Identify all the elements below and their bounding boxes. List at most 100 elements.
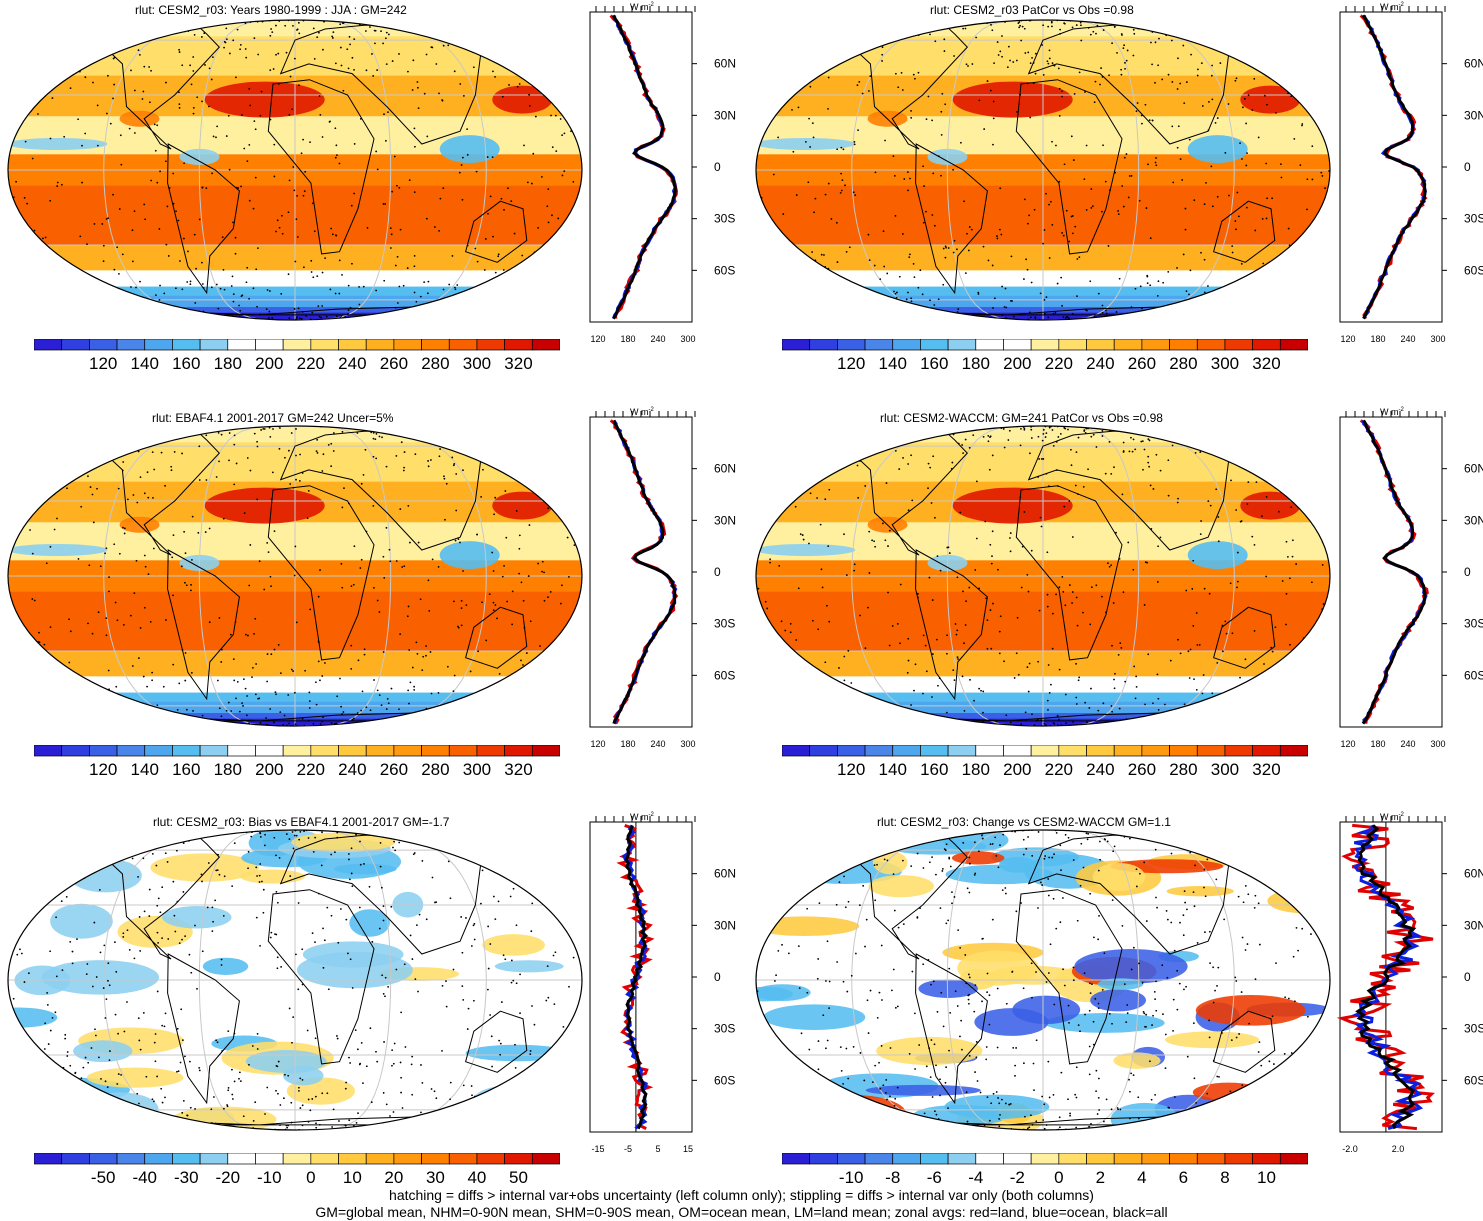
stipple-dot — [241, 702, 244, 705]
stipple-dot — [275, 24, 277, 27]
stipple-dot — [541, 1060, 544, 1063]
stipple-dot — [988, 468, 991, 471]
stipple-dot — [349, 43, 351, 46]
coastline — [915, 549, 988, 701]
stipple-dot — [1148, 465, 1151, 468]
stipple-dot — [194, 302, 197, 304]
stipple-dot — [105, 617, 108, 620]
stipple-dot — [1235, 1036, 1238, 1039]
stipple-dot — [170, 721, 173, 724]
stipple-dot — [543, 599, 546, 602]
stipple-dot — [945, 711, 948, 714]
stipple-dot — [99, 33, 102, 35]
stipple-dot — [291, 831, 294, 833]
stipple-dot — [195, 267, 197, 270]
stipple-dot — [1191, 588, 1194, 590]
panel-title-3: rlut: EBAF4.1 2001-2017 GM=242 Uncer=5% — [152, 411, 394, 425]
stipple-dot — [15, 180, 17, 183]
field-blob — [1012, 995, 1081, 1025]
colorbar-swatch — [1252, 1153, 1281, 1165]
stipple-dot — [198, 479, 201, 481]
colorbar-swatch — [1196, 745, 1226, 757]
stipple-dot — [907, 637, 910, 640]
stipple-dot — [1228, 446, 1231, 449]
colorbar-3 — [34, 745, 560, 757]
stipple-dot — [288, 722, 290, 725]
stipple-dot — [940, 174, 942, 177]
stipple-dot — [273, 836, 276, 839]
stipple-dot — [1216, 661, 1219, 664]
stipple-dot — [1271, 1015, 1274, 1018]
stipple-dot — [1214, 1113, 1217, 1116]
stipple-dot — [255, 916, 258, 919]
stipple-dot — [1200, 62, 1203, 65]
stipple-dot — [546, 965, 549, 968]
stipple-dot — [848, 443, 851, 446]
stipple-dot — [178, 942, 181, 945]
stipple-dot — [136, 501, 139, 504]
stipple-dot — [1228, 1099, 1231, 1102]
graticule-line — [198, 830, 296, 1130]
colorbar-swatch — [920, 339, 949, 351]
colorbar-5 — [34, 1153, 560, 1165]
stipple-dot — [1082, 611, 1084, 614]
stipple-dot — [1286, 662, 1289, 665]
graticule-line — [1042, 830, 1140, 1130]
stipple-dot — [256, 305, 258, 308]
stipple-dot — [884, 139, 886, 142]
stipple-dot — [1157, 64, 1160, 67]
stipple-dot — [990, 830, 993, 832]
stipple-dot — [987, 440, 990, 443]
stipple-dot — [521, 254, 524, 257]
stipple-dot — [770, 236, 773, 239]
stipple-dot — [1077, 679, 1080, 682]
stipple-dot — [49, 950, 52, 953]
stipple-dot — [954, 623, 957, 625]
stipple-dot — [975, 537, 978, 540]
stipple-dot — [1121, 924, 1124, 927]
colorbar-tick-label: 200 — [255, 760, 284, 779]
stipple-dot — [1059, 844, 1062, 847]
stipple-dot — [228, 20, 231, 22]
colorbar-tick-label: 200 — [1003, 760, 1032, 779]
stipple-dot — [431, 307, 434, 310]
stipple-dot — [559, 602, 562, 605]
stipple-dot — [553, 665, 555, 668]
stipple-dot — [1203, 291, 1206, 294]
stipple-dot — [398, 186, 401, 189]
stipple-dot — [349, 878, 351, 881]
stipple-dot — [534, 115, 537, 118]
stipple-dot — [996, 987, 999, 990]
stipple-dot — [977, 830, 980, 832]
stipple-dot — [379, 841, 382, 844]
stipple-dot — [218, 873, 221, 876]
stipple-dot — [107, 962, 110, 965]
stipple-dot — [940, 991, 943, 994]
stipple-dot — [1039, 881, 1042, 884]
stipple-dot — [298, 32, 301, 35]
stipple-dot — [308, 691, 311, 694]
stipple-dot — [1043, 229, 1046, 231]
stipple-dot — [188, 953, 191, 956]
stipple-dot — [1021, 25, 1024, 28]
stipple-dot — [316, 438, 319, 441]
stipple-dot — [998, 228, 1001, 231]
stipple-dot — [327, 443, 330, 446]
stipple-dot — [398, 53, 400, 55]
stipple-dot — [293, 691, 296, 694]
stipple-dot — [1025, 847, 1028, 850]
stipple-dot — [503, 208, 505, 211]
stipple-dot — [885, 1079, 888, 1081]
stipple-dot — [1103, 952, 1106, 955]
stipple-dot — [318, 31, 320, 34]
stipple-dot — [875, 43, 878, 46]
stipple-dot — [1247, 457, 1250, 459]
colorbar-swatch — [1058, 339, 1087, 351]
stipple-dot — [996, 20, 998, 22]
stipple-dot — [395, 560, 398, 562]
colorbar-tick-label: 30 — [425, 1168, 445, 1187]
stipple-dot — [563, 170, 566, 173]
stipple-dot — [1166, 1126, 1169, 1129]
